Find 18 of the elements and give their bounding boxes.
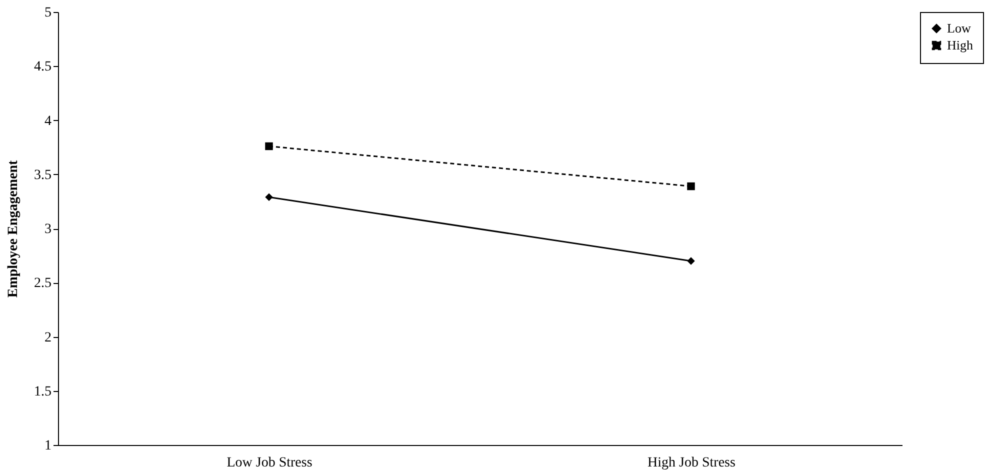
y-tick-label: 2.5	[34, 276, 52, 292]
legend-label: High	[947, 38, 974, 52]
y-tick-label: 1	[44, 438, 52, 454]
y-tick-label: 2	[44, 330, 52, 346]
y-tick-label: 4.5	[34, 60, 52, 75]
y-tick-label: 1.5	[34, 384, 52, 400]
y-tick-label: 3	[44, 222, 52, 237]
point	[687, 182, 695, 190]
y-tick-label: 5	[44, 6, 52, 20]
x-tick-label: Low Job Stress	[226, 456, 312, 470]
y-tick-label: 3.5	[34, 168, 52, 183]
point	[265, 193, 273, 201]
y-axis-title: Employee Engagement	[6, 160, 21, 298]
point	[265, 142, 273, 150]
legend-label: Low	[947, 20, 972, 36]
x-tick-label: High Job Stress	[648, 456, 736, 470]
point	[687, 257, 695, 265]
y-tick-label: 4	[44, 114, 52, 129]
